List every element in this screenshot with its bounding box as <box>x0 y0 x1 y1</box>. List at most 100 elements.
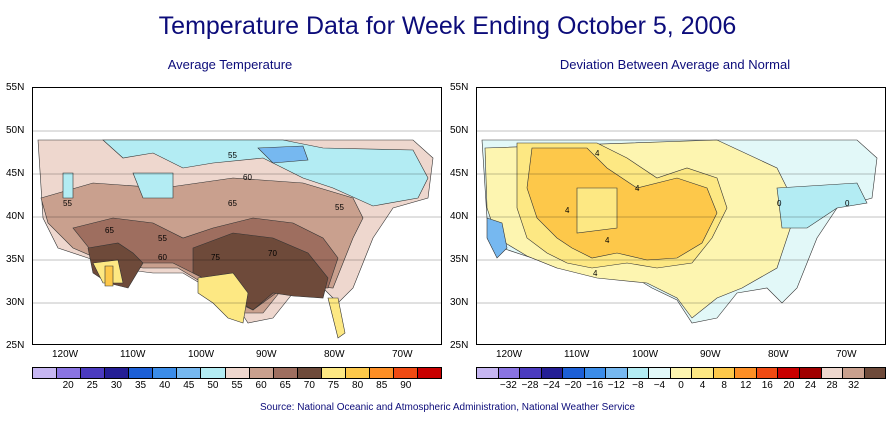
contour-label: 0 <box>845 199 850 208</box>
right-lon-tick: 70W <box>836 349 857 360</box>
legend-label: 20 <box>62 380 74 391</box>
legend-swatch <box>177 368 202 378</box>
left-lat-tick: 55N <box>6 82 25 93</box>
legend-swatch <box>345 368 370 378</box>
legend-swatch <box>692 368 714 378</box>
deviation-legend-labels: −32 −28 −24 −20 −16 −12 −8 −4 0 4 8 12 16 20 24 28 32 <box>476 380 886 394</box>
left-lon-tick: 70W <box>392 349 413 360</box>
legend-label: 35 <box>134 380 147 391</box>
legend-swatch <box>584 368 607 378</box>
right-lon-tick: 110W <box>564 349 590 360</box>
legend-label: 30 <box>110 380 122 391</box>
legend-swatch <box>606 368 628 378</box>
left-lon-tick: 120W <box>52 349 79 360</box>
legend-swatch <box>713 368 736 378</box>
legend-swatch <box>321 368 346 378</box>
legend-swatch <box>843 368 865 378</box>
legend-swatch <box>756 368 779 378</box>
legend-label: 65 <box>279 380 291 391</box>
left-lon-tick: 110W <box>120 349 146 360</box>
legend-label: 20 <box>783 380 795 391</box>
average-temperature-legend-labels: 20 25 30 35 40 45 50 55 60 65 70 75 80 85 90 <box>32 380 442 394</box>
contour-label: 4 <box>593 269 598 278</box>
right-lat-tick: 55N <box>450 82 469 93</box>
legend-label: −16 <box>586 380 604 391</box>
us-region-85-desert <box>104 265 114 287</box>
left-lat-tick: 40N <box>6 211 25 222</box>
legend-label: 55 <box>231 380 243 391</box>
legend-label: 45 <box>183 380 195 391</box>
legend-swatch <box>563 368 585 378</box>
contour-label: 55 <box>63 199 72 208</box>
contour-label: 70 <box>268 249 277 258</box>
legend-swatch <box>129 368 154 378</box>
contour-label: 60 <box>158 253 167 262</box>
legend-swatch <box>821 368 844 378</box>
legend-swatch <box>627 368 650 378</box>
us-region-plus4-inner <box>576 187 618 234</box>
legend-swatch <box>297 368 322 378</box>
legend-swatch <box>649 368 671 378</box>
legend-swatch <box>418 368 442 378</box>
contour-label: 55 <box>158 234 167 243</box>
legend-swatch <box>201 368 226 378</box>
right-lon-tick: 120W <box>496 349 523 360</box>
source-note: Source: National Oceanic and Atmospheric… <box>259 402 635 413</box>
left-lat-tick: 50N <box>6 125 25 136</box>
right-lat-tick: 25N <box>450 340 469 351</box>
contour-label: 75 <box>211 253 220 262</box>
right-lon-tick: 90W <box>700 349 721 360</box>
left-lon-tick: 100W <box>188 349 215 360</box>
legend-label: 50 <box>207 380 219 391</box>
us-region-55-nw <box>62 172 74 199</box>
legend-label: 80 <box>352 380 364 391</box>
contour-label: 4 <box>635 184 640 193</box>
left-lat-tick: 45N <box>6 168 25 179</box>
legend-label: −4 <box>653 380 666 391</box>
left-subtitle: Average Temperature <box>167 57 293 72</box>
left-lat-tick: 25N <box>6 340 25 351</box>
us-region-80-texas <box>197 272 249 324</box>
deviation-legend <box>476 367 886 379</box>
legend-label: −8 <box>632 380 644 391</box>
contour-label: 4 <box>565 206 570 215</box>
legend-swatch <box>541 368 564 378</box>
contour-label: 65 <box>228 199 237 208</box>
legend-label: 8 <box>721 380 727 391</box>
contour-label: 0 <box>777 199 782 208</box>
us-region-55-wyo <box>132 172 174 199</box>
legend-label: 0 <box>678 380 684 391</box>
right-lon-tick: 100W <box>632 349 659 360</box>
contour-label: 55 <box>228 151 237 160</box>
legend-label: 32 <box>848 380 860 391</box>
legend-swatch <box>249 368 274 378</box>
left-lat-tick: 35N <box>6 254 25 265</box>
legend-label: 25 <box>86 380 98 391</box>
right-lat-tick: 50N <box>450 125 469 136</box>
legend-swatch <box>57 368 82 378</box>
contour-label: 60 <box>243 173 252 182</box>
legend-swatch <box>498 368 521 378</box>
legend-label: −12 <box>607 380 625 391</box>
us-region-80-florida <box>327 297 346 339</box>
legend-swatch <box>735 368 757 378</box>
us-region-neg4-west <box>486 217 508 259</box>
us-region-55-north <box>102 139 429 207</box>
right-lat-tick: 45N <box>450 168 469 179</box>
legend-label: −20 <box>564 380 582 391</box>
us-region-plus12 <box>526 147 718 261</box>
legend-label: −32 <box>499 380 517 391</box>
main-title: Temperature Data for Week Ending October… <box>158 12 737 40</box>
left-lon-tick: 90W <box>256 349 277 360</box>
left-lon-tick: 80W <box>324 349 345 360</box>
legend-label: 85 <box>376 380 388 391</box>
legend-swatch <box>225 368 250 378</box>
legend-label: 24 <box>804 380 817 391</box>
legend-swatch <box>393 368 418 378</box>
legend-swatch <box>778 368 800 378</box>
left-lat-tick: 30N <box>6 297 25 308</box>
legend-label: 4 <box>699 380 706 391</box>
right-subtitle: Deviation Between Average and Normal <box>559 57 791 72</box>
legend-swatch <box>33 368 58 378</box>
legend-label: 12 <box>740 380 752 391</box>
